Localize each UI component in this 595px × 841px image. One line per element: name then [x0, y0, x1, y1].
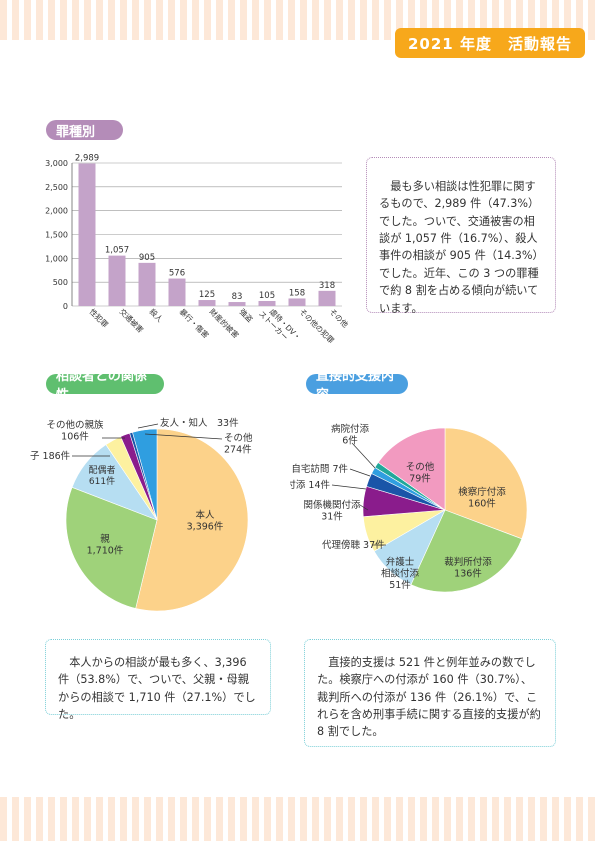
bar	[288, 298, 306, 306]
x-tick-label: 財産的被害	[208, 306, 242, 340]
bar	[198, 300, 216, 306]
x-tick-label: 強盗	[238, 306, 256, 324]
leader-line	[144, 433, 223, 440]
leader-line	[359, 504, 369, 511]
slice-label: 自宅訪問 7件	[291, 463, 348, 475]
relationship-summary-text: 本人からの相談が最も多く、3,396 件（53.8%）で、ついで、父親・母親から…	[45, 639, 271, 721]
pie-slice	[135, 428, 249, 612]
y-tick-label: 1,500	[45, 231, 68, 240]
bar	[138, 262, 156, 306]
pie-slice	[65, 486, 158, 609]
x-tick-label: 虐待・DV・ストーカー	[257, 302, 304, 345]
section-label-relationship: 相談者との関係性	[46, 369, 164, 403]
slice-label: 弁護士相談付添 51件	[381, 556, 420, 591]
bar-value-label: 125	[199, 290, 215, 300]
bottom-stripe-border	[0, 797, 595, 841]
bar-value-label: 105	[259, 291, 275, 301]
slice-label: 本人 3,396件	[187, 509, 224, 533]
slice-label: 裁判所付添 136件	[444, 556, 492, 580]
bar	[168, 278, 186, 306]
slice-label: 病院付添 6件	[331, 423, 370, 447]
y-tick-label: 2,500	[45, 183, 68, 192]
pie-slice	[444, 427, 528, 540]
leader-line	[349, 468, 371, 477]
leader-line	[351, 442, 376, 469]
bar	[318, 290, 336, 306]
slice-label: その他の親族 106件	[46, 419, 104, 443]
support-summary-text: 直接的支援は 521 件と例年並みの数でした。検察庁への付添が 160 件（30…	[304, 639, 556, 747]
pie-slice	[410, 509, 523, 593]
slice-label: その他 274件	[224, 432, 253, 456]
page-title: 2021 年度 活動報告	[395, 28, 585, 58]
slice-label: その他 79件	[406, 461, 435, 485]
x-tick-label: 暴行・傷害	[178, 306, 212, 340]
leader-line	[331, 484, 367, 490]
bar-value-label: 2,989	[75, 154, 99, 164]
y-tick-label: 2,000	[45, 207, 68, 216]
bar	[258, 300, 276, 306]
slice-label: 関係機関付添 31件	[303, 499, 361, 523]
slice-label: 親 1,710件	[87, 533, 124, 557]
crime-summary-text: 最も多い相談は性犯罪に関するもので、2,989 件（47.3%）でした。ついで、…	[366, 157, 556, 315]
pie-slice	[377, 427, 446, 511]
bar	[108, 255, 126, 306]
pie-slice	[132, 428, 158, 521]
slice-label: 警察署付添 14件	[290, 479, 330, 491]
crime-type-bar-chart: 0 500 1,000 1,500 2,000 2,500 3,000 2,989 性犯罪 1,0…	[45, 154, 350, 345]
section-label-direct-support: 直接的支援内容	[306, 369, 408, 403]
x-tick-label: 性犯罪	[88, 306, 111, 329]
slice-label: 代理傍聴 37件	[322, 539, 385, 551]
slice-label: 配偶者 611件	[88, 464, 115, 487]
section-label-crime-type: 罪種別	[46, 120, 123, 140]
bar-value-label: 576	[169, 269, 185, 279]
y-tick-label: 0	[63, 302, 68, 311]
leader-line	[137, 423, 159, 429]
bar	[228, 302, 246, 306]
slice-label: 検察庁付添 160件	[458, 486, 506, 510]
x-tick-label: 交通被害	[118, 306, 147, 335]
bar-value-label: 1,057	[105, 246, 129, 256]
bar	[78, 163, 96, 306]
y-tick-label: 500	[53, 278, 68, 287]
y-tick-label: 1,000	[45, 254, 68, 263]
bar-value-label: 905	[139, 253, 155, 263]
y-tick-label: 3,000	[45, 159, 68, 168]
x-tick-label: その他	[328, 306, 350, 329]
bar-value-label: 158	[289, 288, 305, 298]
bar-value-label: 83	[232, 292, 243, 302]
slice-label: 友人・知人 33件	[160, 417, 239, 429]
x-tick-label: 殺人	[148, 306, 166, 324]
slice-label: 子 186件	[30, 450, 71, 462]
bar-value-label: 318	[319, 281, 335, 291]
